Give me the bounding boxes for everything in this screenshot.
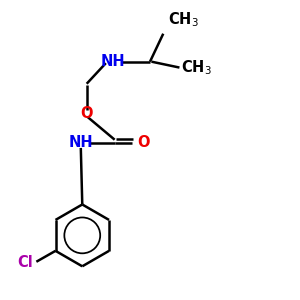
- Text: NH: NH: [68, 135, 93, 150]
- Text: CH$_3$: CH$_3$: [181, 58, 212, 77]
- Text: O: O: [138, 135, 150, 150]
- Text: CH$_3$: CH$_3$: [168, 11, 198, 29]
- Text: NH: NH: [101, 54, 125, 69]
- Text: O: O: [80, 106, 93, 121]
- Text: Cl: Cl: [18, 255, 33, 270]
